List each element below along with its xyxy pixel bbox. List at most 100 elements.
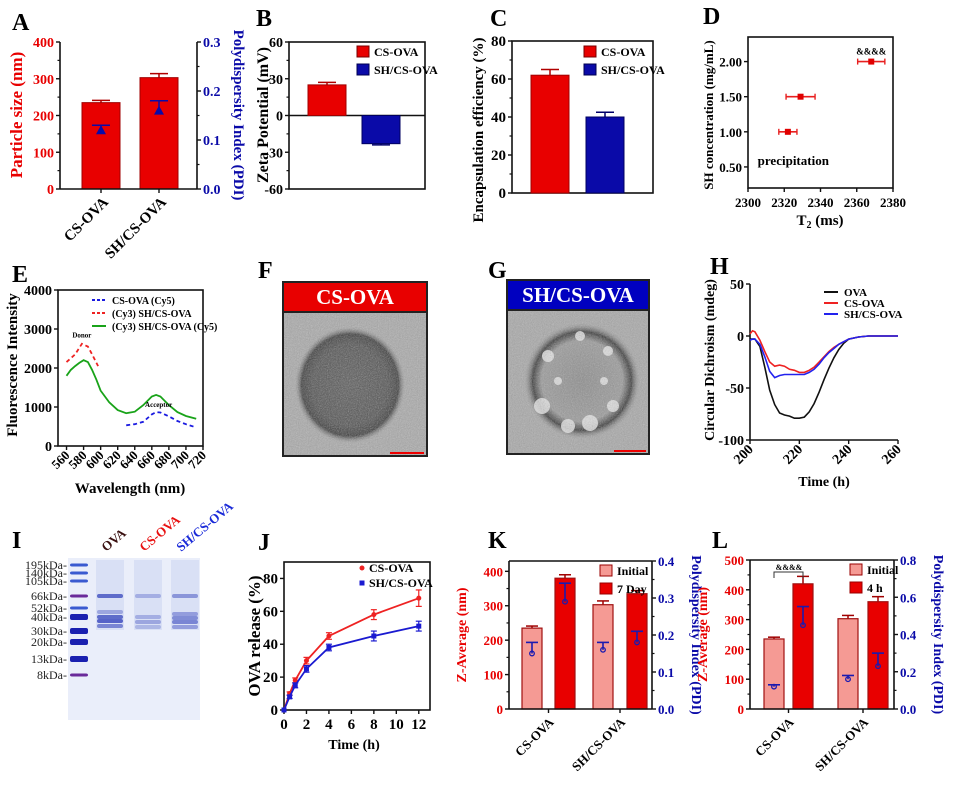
series-line	[749, 329, 898, 374]
ladder-label: 105kDa-	[25, 574, 67, 588]
y-tick-label: 400	[484, 564, 504, 579]
y-tick-label: 2.00	[719, 55, 742, 70]
plot-frame	[283, 561, 431, 711]
y-tick-label: -60	[264, 183, 283, 198]
pdi-marker	[600, 646, 606, 653]
y-tick-label: 20	[263, 670, 278, 686]
chart-k: CS-OVA SH/CS-OVA 0 100 200 300 400 0.0 0.1 0.2 0.3…	[455, 554, 703, 774]
data-point	[371, 633, 377, 639]
legend-label: CS-OVA	[374, 45, 419, 59]
data-point	[416, 595, 422, 601]
annotation-label: Donor	[72, 332, 91, 340]
legend-label: SH/CS-OVA	[369, 576, 433, 590]
x-tick-label: 2380	[880, 195, 906, 210]
bar	[792, 583, 814, 710]
ladder-band	[70, 571, 88, 575]
y2-axis-title: Polydispersity Index (PDI)	[230, 30, 246, 201]
ladder-band	[70, 673, 88, 677]
y-tick-label: 20	[491, 148, 506, 164]
data-point	[326, 633, 332, 639]
y-tick-label: 100	[33, 146, 54, 161]
y-tick-label: 0	[45, 440, 52, 455]
x-axis-title: T2 (ms)	[796, 213, 843, 231]
legend-swatch	[599, 564, 613, 577]
y-tick-label: 0.0	[203, 183, 221, 198]
ladder-label: 8kDa-	[37, 668, 67, 682]
legend-label: Initial	[867, 563, 899, 577]
tem-image-sh-cs-ova: SH/CS-OVA	[506, 279, 650, 455]
x-tick-label: 720	[185, 448, 209, 472]
series-line	[749, 335, 898, 379]
protein-band	[172, 620, 198, 624]
ladder-band	[70, 656, 88, 662]
y-axis-title: OVA release (%)	[245, 575, 264, 696]
ladder-label: 40kDa-	[31, 610, 67, 624]
y-tick-label: 3000	[24, 323, 52, 338]
legend-label: OVA	[844, 287, 867, 299]
y-tick-label: 60	[491, 72, 506, 88]
y-tick-label: 0.6	[900, 590, 917, 605]
legend-swatch	[356, 63, 370, 76]
data-point	[326, 645, 332, 651]
data-point	[287, 694, 293, 700]
legend-label: SH/CS-OVA	[601, 63, 665, 77]
pdi-marker	[875, 663, 881, 670]
significance-bracket	[773, 571, 804, 578]
data-point	[868, 58, 875, 65]
data-point	[303, 658, 309, 664]
ladder-label: 30kDa-	[31, 624, 67, 638]
series-line	[65, 359, 197, 420]
y-tick-label: 100	[484, 668, 504, 683]
legend-swatch	[849, 563, 863, 576]
x-tick-label: 0	[280, 717, 288, 733]
protein-band	[172, 594, 198, 598]
bar	[585, 116, 625, 194]
protein-band	[97, 619, 123, 623]
y-axis-title: Encapsulation efficiency (%)	[471, 38, 487, 223]
annotation-label: Acceptor	[145, 401, 172, 409]
x-tick-label: 6	[348, 717, 356, 733]
y-tick-label: 200	[33, 110, 54, 125]
x-tick-label: 2	[303, 717, 311, 733]
y-tick-label: 0.2	[203, 85, 221, 100]
panel-letter-e: E	[12, 262, 28, 288]
pdi-marker	[845, 676, 851, 683]
y-tick-label: -100	[718, 434, 744, 449]
significance-label: &&&&	[856, 47, 886, 57]
bar	[81, 102, 121, 190]
bar	[837, 618, 859, 710]
y-axis-title: Z-Average (nm)	[696, 587, 711, 682]
protein-band	[135, 615, 161, 619]
protein-band	[97, 615, 123, 619]
y-tick-label: 300	[484, 599, 504, 614]
gel-electrophoresis-panel: 195kDa-140kDa-105kDa-66kDa-52kDa-40kDa-3…	[25, 498, 236, 720]
legend-marker	[359, 580, 365, 586]
y-tick-label: 0.50	[719, 160, 742, 175]
panel-letter-j: J	[258, 530, 270, 556]
ladder-label: 13kDa-	[31, 652, 67, 666]
chart-l: CS-OVA SH/CS-OVA 0 100 200 300 400 500 0.0 0.2 0.4…	[696, 553, 945, 774]
panel-letter-f: F	[258, 258, 273, 284]
x-tick-label: SH/CS-OVA	[569, 714, 629, 774]
pdi-marker	[529, 650, 535, 657]
ladder-label: 195kDa-	[25, 558, 67, 572]
x-tick-label: 8	[370, 717, 378, 733]
protein-band	[172, 612, 198, 616]
protein-band	[97, 610, 123, 614]
y-tick-label: 0	[271, 703, 279, 719]
chart-c: 0 20 40 60 80 CS-OVA SH/CS-OVA Encapsulation ef…	[471, 34, 665, 223]
y-tick-label: 200	[484, 633, 504, 648]
legend-label: CS-OVA	[601, 45, 646, 59]
panel-letter-k: K	[488, 528, 507, 554]
legend-label: (Cy3) SH/CS-OVA	[112, 309, 192, 320]
x-axis-title: Wavelength (nm)	[75, 481, 185, 497]
protein-band	[97, 624, 123, 628]
lane-label: SH/CS-OVA	[173, 498, 236, 554]
bar	[530, 74, 570, 194]
lane-label: OVA	[98, 525, 129, 554]
pdi-marker	[800, 622, 806, 629]
y-axis-title: Zeta Potential (mV)	[255, 47, 272, 183]
y-axis-title: Particle size (nm)	[7, 52, 26, 179]
tem-micrograph-sh-cs-ova	[508, 311, 648, 453]
y-tick-label: 1.00	[719, 125, 742, 140]
